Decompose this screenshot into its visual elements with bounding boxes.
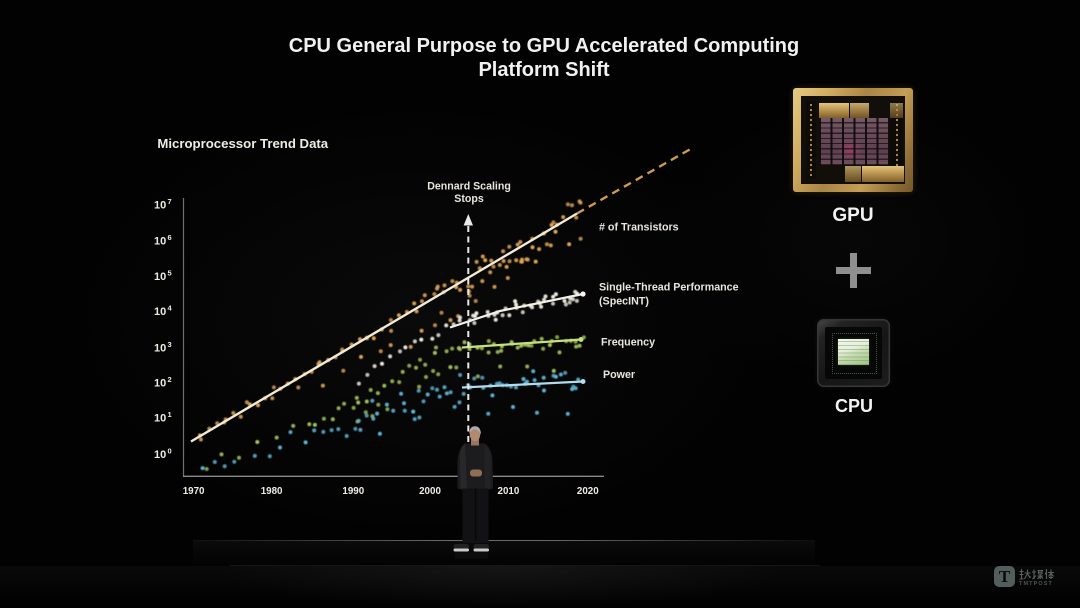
- svg-text:2000: 2000: [419, 486, 441, 497]
- svg-text:Stops: Stops: [454, 193, 484, 205]
- svg-text:(SpecINT): (SpecINT): [599, 295, 649, 307]
- svg-text:101: 101: [154, 410, 172, 425]
- svg-text:105: 105: [154, 269, 172, 284]
- svg-text:102: 102: [154, 375, 172, 390]
- svg-text:107: 107: [154, 197, 172, 212]
- svg-text:1970: 1970: [183, 486, 205, 497]
- svg-text:1990: 1990: [342, 486, 364, 497]
- svg-text:100: 100: [154, 447, 172, 462]
- svg-text:1980: 1980: [261, 486, 283, 497]
- svg-text:103: 103: [154, 340, 172, 355]
- svg-text:# of Transistors: # of Transistors: [599, 222, 679, 234]
- svg-text:Single-Thread Performance: Single-Thread Performance: [599, 282, 739, 294]
- svg-text:Frequency: Frequency: [601, 337, 655, 349]
- svg-text:2010: 2010: [498, 486, 520, 497]
- svg-text:104: 104: [154, 304, 173, 319]
- svg-text:2020: 2020: [577, 486, 599, 497]
- svg-text:Microprocessor Trend Data: Microprocessor Trend Data: [157, 136, 328, 151]
- svg-text:Power: Power: [603, 369, 635, 381]
- svg-text:106: 106: [154, 233, 172, 248]
- svg-text:Dennard Scaling: Dennard Scaling: [427, 181, 511, 193]
